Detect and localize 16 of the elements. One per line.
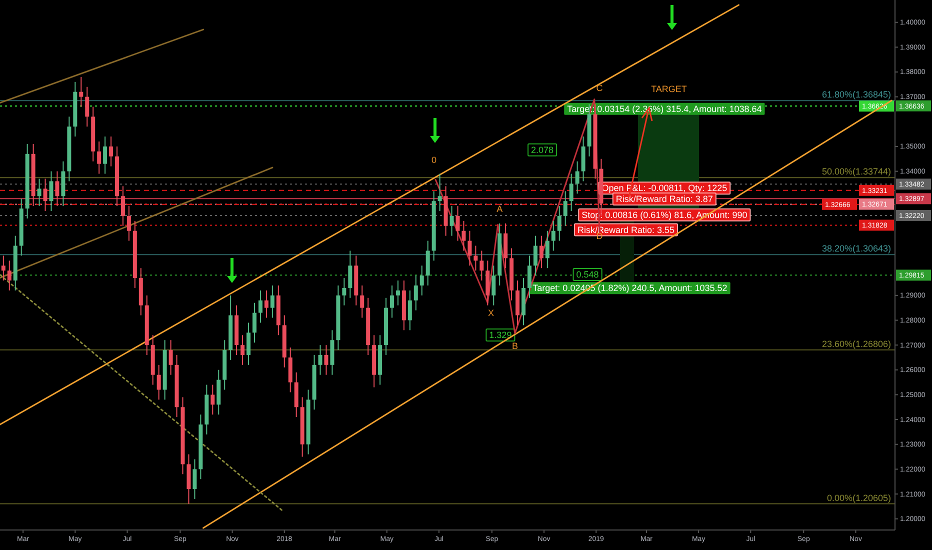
annotation: 0 [431,155,437,166]
annotation: TARGET [651,84,688,94]
annotation: 2.078 [531,144,554,155]
annotation: 0.548 [576,269,599,280]
ref-line-label: 61.80%(1.36845) [822,90,891,100]
annotation: C [596,82,604,93]
annotation: B [512,340,518,351]
annotation: Risk/Reward Ratio: 3.55 [577,224,675,235]
ref-line-label: 0.00%(1.20605) [826,492,891,503]
annotation: X [488,308,494,318]
ref-line-label: 23.60%(1.26806) [822,338,891,349]
annotation: A [496,204,503,214]
ref-line-label: 38.20%(1.30643) [822,244,891,254]
annotation: 1.329 [489,330,512,340]
ref-line-label: 50.00%(1.33744) [822,166,891,177]
annotation: Risk/Reward Ratio: 3.87 [616,194,713,204]
